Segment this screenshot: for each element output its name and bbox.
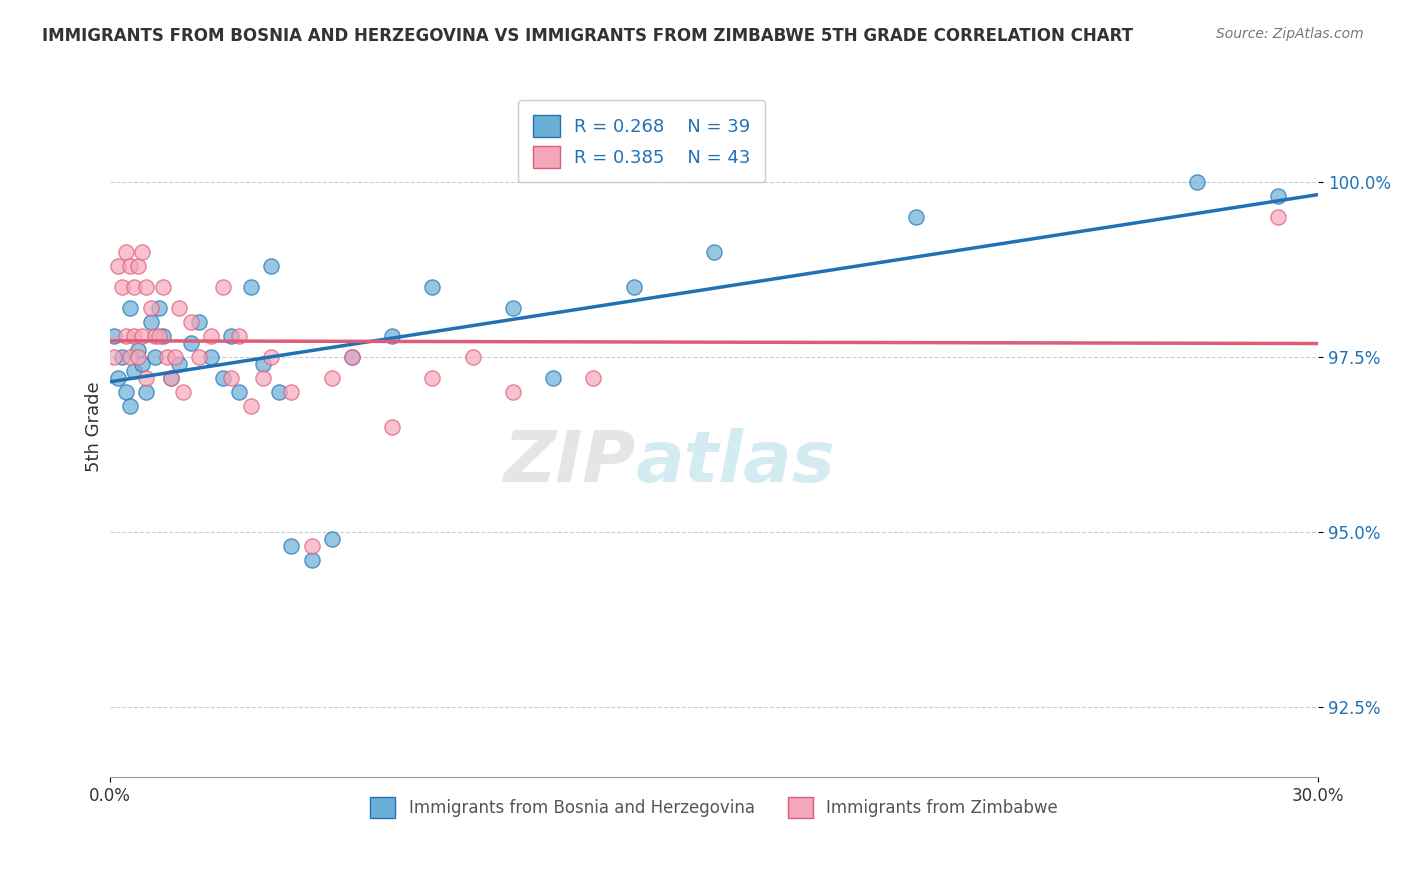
Point bbox=[152, 329, 174, 343]
Text: IMMIGRANTS FROM BOSNIA AND HERZEGOVINA VS IMMIGRANTS FROM ZIMBABWE 5TH GRADE COR: IMMIGRANTS FROM BOSNIA AND HERZEGOVINA V… bbox=[42, 27, 1133, 45]
Point bbox=[152, 280, 174, 294]
Point bbox=[240, 280, 263, 294]
Point bbox=[139, 301, 162, 316]
Point bbox=[127, 260, 149, 274]
Point bbox=[219, 371, 242, 385]
Point bbox=[180, 336, 202, 351]
Point bbox=[131, 245, 153, 260]
Point bbox=[1267, 189, 1289, 203]
Point bbox=[321, 532, 343, 546]
Point bbox=[180, 315, 202, 329]
Legend: Immigrants from Bosnia and Herzegovina, Immigrants from Zimbabwe: Immigrants from Bosnia and Herzegovina, … bbox=[364, 791, 1064, 824]
Point bbox=[904, 211, 927, 225]
Point bbox=[623, 280, 645, 294]
Point bbox=[107, 371, 129, 385]
Point bbox=[111, 280, 134, 294]
Text: ZIP: ZIP bbox=[503, 427, 636, 497]
Point bbox=[120, 301, 142, 316]
Point bbox=[111, 350, 134, 364]
Point bbox=[107, 260, 129, 274]
Point bbox=[120, 350, 142, 364]
Point bbox=[167, 357, 190, 371]
Point bbox=[200, 350, 222, 364]
Point bbox=[502, 385, 524, 400]
Point bbox=[135, 371, 157, 385]
Point bbox=[143, 350, 166, 364]
Point bbox=[156, 350, 179, 364]
Point bbox=[381, 420, 404, 434]
Point bbox=[131, 329, 153, 343]
Point bbox=[422, 371, 444, 385]
Point bbox=[321, 371, 343, 385]
Point bbox=[187, 315, 209, 329]
Point bbox=[541, 371, 564, 385]
Point bbox=[301, 553, 323, 567]
Point bbox=[301, 539, 323, 553]
Point bbox=[127, 350, 149, 364]
Point bbox=[115, 245, 138, 260]
Point bbox=[703, 245, 725, 260]
Point bbox=[461, 350, 484, 364]
Point bbox=[1187, 175, 1209, 189]
Text: Source: ZipAtlas.com: Source: ZipAtlas.com bbox=[1216, 27, 1364, 41]
Point bbox=[115, 329, 138, 343]
Point bbox=[269, 385, 291, 400]
Point bbox=[148, 301, 170, 316]
Point bbox=[143, 329, 166, 343]
Point bbox=[103, 350, 125, 364]
Text: atlas: atlas bbox=[636, 427, 835, 497]
Point bbox=[167, 301, 190, 316]
Point bbox=[280, 385, 302, 400]
Point bbox=[200, 329, 222, 343]
Point bbox=[260, 260, 283, 274]
Point bbox=[260, 350, 283, 364]
Point bbox=[159, 371, 181, 385]
Point bbox=[172, 385, 194, 400]
Point bbox=[124, 280, 146, 294]
Point bbox=[124, 329, 146, 343]
Point bbox=[502, 301, 524, 316]
Point bbox=[124, 364, 146, 378]
Point bbox=[135, 385, 157, 400]
Point bbox=[212, 280, 235, 294]
Point bbox=[120, 399, 142, 413]
Point bbox=[280, 539, 302, 553]
Point bbox=[187, 350, 209, 364]
Point bbox=[252, 357, 274, 371]
Point bbox=[135, 280, 157, 294]
Point bbox=[103, 329, 125, 343]
Point bbox=[340, 350, 363, 364]
Point bbox=[139, 315, 162, 329]
Point bbox=[228, 329, 250, 343]
Point bbox=[159, 371, 181, 385]
Point bbox=[582, 371, 605, 385]
Point bbox=[127, 343, 149, 358]
Point bbox=[219, 329, 242, 343]
Point bbox=[340, 350, 363, 364]
Point bbox=[148, 329, 170, 343]
Point bbox=[381, 329, 404, 343]
Point bbox=[163, 350, 186, 364]
Point bbox=[115, 385, 138, 400]
Point bbox=[240, 399, 263, 413]
Point bbox=[212, 371, 235, 385]
Point bbox=[228, 385, 250, 400]
Point bbox=[422, 280, 444, 294]
Point bbox=[1267, 211, 1289, 225]
Point bbox=[131, 357, 153, 371]
Point bbox=[120, 260, 142, 274]
Point bbox=[252, 371, 274, 385]
Y-axis label: 5th Grade: 5th Grade bbox=[86, 382, 103, 473]
